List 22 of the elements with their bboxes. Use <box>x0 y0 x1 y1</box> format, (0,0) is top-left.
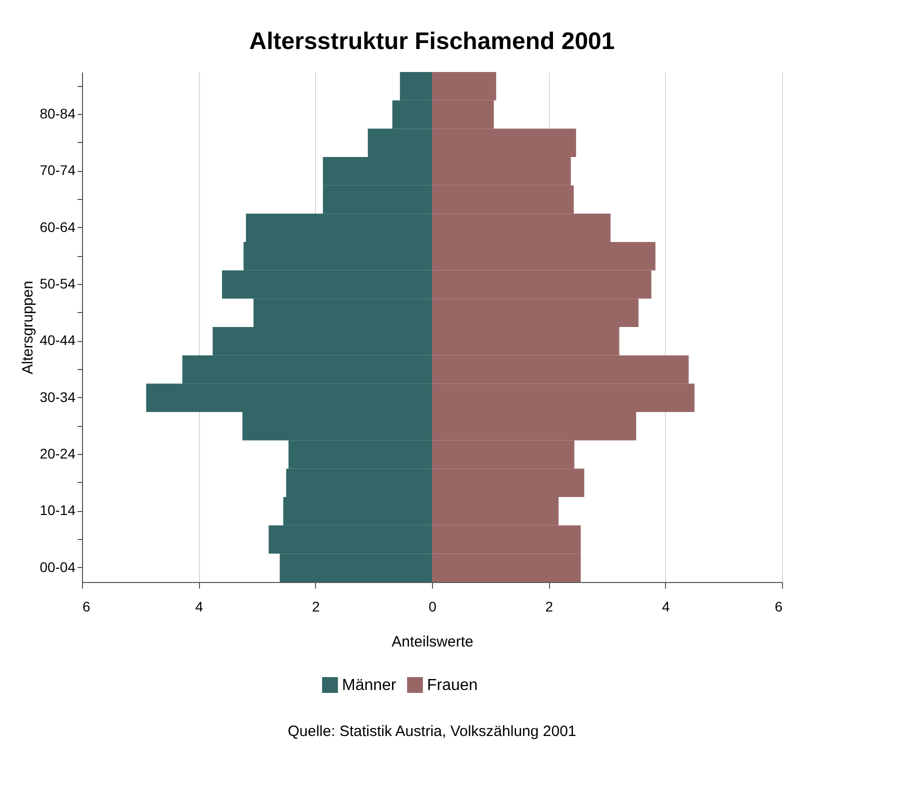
y-tick-label: 40-44 <box>40 332 76 348</box>
legend-label: Männer <box>342 677 397 694</box>
x-axis-title: Anteilswerte <box>392 634 474 650</box>
y-tick-label: 60-64 <box>40 218 76 235</box>
y-tick-label: 70-74 <box>40 162 76 178</box>
y-tick-label: 30-34 <box>40 388 76 405</box>
x-tick-label: 2 <box>312 598 320 614</box>
x-tick-label: 6 <box>774 598 783 614</box>
chart-title: Altersstruktur Fischamend 2001 <box>249 28 615 55</box>
x-tick-label: 4 <box>195 598 204 614</box>
legend-label: Frauen <box>427 677 478 694</box>
y-axis-title: Altersgruppen <box>20 280 37 374</box>
x-tick-label: 2 <box>545 598 554 614</box>
y-tick-label: 50-54 <box>40 276 76 292</box>
x-tick-label: 4 <box>662 598 670 614</box>
y-tick-label: 80-84 <box>40 106 76 122</box>
y-tick-label: 10-14 <box>40 502 76 518</box>
source-note: Quelle: Statistik Austria, Volkszählung 2001 <box>288 723 576 740</box>
x-tick-label: 6 <box>82 598 90 614</box>
y-tick-label: 00-04 <box>40 558 76 575</box>
x-tick-label: 0 <box>428 598 437 614</box>
y-tick-label: 20-24 <box>40 446 76 462</box>
